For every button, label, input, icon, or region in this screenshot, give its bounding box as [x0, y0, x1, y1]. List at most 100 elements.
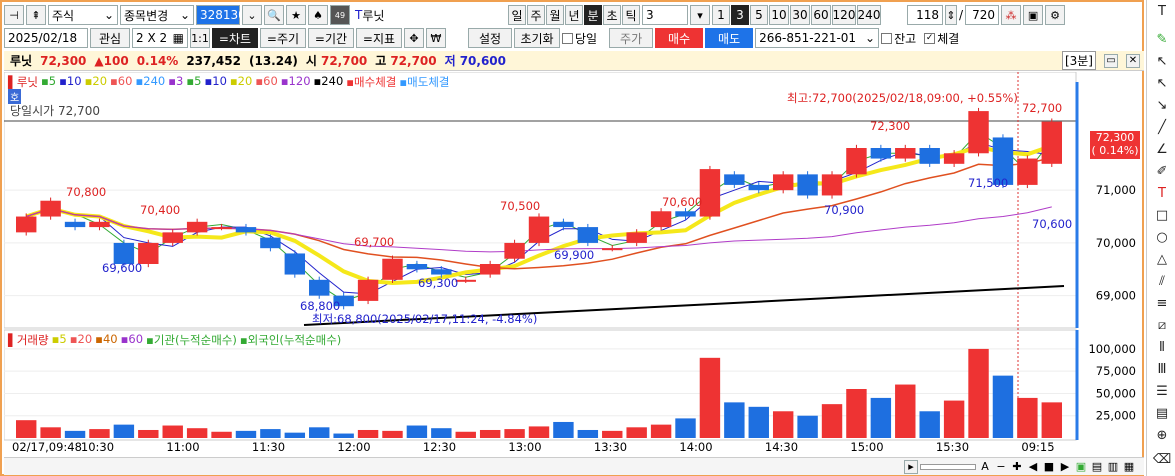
interval-1[interactable]: 1: [712, 5, 730, 25]
period-day[interactable]: 일: [508, 5, 526, 25]
price-legend-item[interactable]: ▪매수체결: [346, 75, 397, 89]
code-input[interactable]: 328130: [196, 5, 246, 25]
volume-legend-item[interactable]: ▪기관(누적순매수): [146, 333, 237, 347]
interval-120[interactable]: 120: [832, 5, 856, 25]
filled-checkbox[interactable]: ✓ 체결: [924, 30, 959, 47]
one-to-one-icon[interactable]: 1:1: [190, 28, 210, 48]
reset-button[interactable]: 초기화: [514, 28, 560, 48]
price-badge-icon[interactable]: 49: [330, 5, 350, 25]
settings-button[interactable]: 설정: [468, 28, 512, 48]
interval-60[interactable]: 60: [811, 5, 831, 25]
change-select[interactable]: 종목변경 ⌄: [120, 5, 194, 25]
horizontal-lines-icon[interactable]: ☰: [1156, 383, 1168, 399]
close-icon[interactable]: ✕: [1126, 53, 1140, 68]
save-small-icon[interactable]: ▤: [1091, 460, 1103, 473]
magnet-icon[interactable]: ⊕: [1156, 427, 1168, 443]
buy-button[interactable]: 매수: [655, 28, 704, 48]
price-legend-item[interactable]: ▪240: [313, 74, 344, 88]
price-legend-item[interactable]: ▪60: [255, 74, 278, 88]
font-a-icon[interactable]: A: [981, 460, 989, 473]
bars-icon[interactable]: Ⅲ: [1157, 361, 1167, 377]
code-dropdown-icon[interactable]: ⌄: [242, 5, 262, 25]
period-value-input[interactable]: 3: [642, 5, 688, 25]
price-legend-item[interactable]: ▪120: [280, 74, 311, 88]
period-second[interactable]: 초: [603, 5, 621, 25]
date-input[interactable]: 2025/02/18: [4, 28, 88, 48]
grid-small-icon[interactable]: ▦: [1123, 460, 1135, 473]
price-legend-item[interactable]: ▪3: [168, 74, 184, 88]
grid-icon[interactable]: ⁂: [1001, 5, 1022, 25]
angle-icon[interactable]: ∠: [1156, 141, 1168, 157]
period-month[interactable]: 월: [546, 5, 564, 25]
period-dropdown-icon[interactable]: ▾: [690, 5, 710, 25]
pencil-settings-icon[interactable]: ✎: [1156, 31, 1168, 47]
text-tool-icon[interactable]: T: [1158, 185, 1166, 201]
price-legend-item[interactable]: ▌루닛: [8, 75, 39, 89]
tab-period[interactable]: =주기: [260, 28, 306, 48]
spade-icon[interactable]: ♠: [308, 5, 328, 25]
volume-legend-item[interactable]: ▪외국인(누적순매수): [239, 333, 342, 347]
excel-icon[interactable]: ▣: [1075, 460, 1087, 473]
vertical-lines-icon[interactable]: ⦀: [1159, 339, 1165, 355]
prev-icon[interactable]: ◀: [1028, 460, 1038, 473]
delete-icon[interactable]: ⌫: [1152, 451, 1172, 467]
account-select[interactable]: 266-851-221-01 ⌄: [755, 28, 880, 48]
market-select[interactable]: 주식 ⌄: [48, 5, 118, 25]
star-icon[interactable]: ★: [286, 5, 306, 25]
chart-area[interactable]: 70,800 70,400 69,600 69,700 68,800 69,300 70,5…: [4, 72, 1144, 476]
watch-button[interactable]: 관심: [90, 28, 130, 48]
volume-legend-item[interactable]: ▪5: [51, 332, 67, 346]
price-button[interactable]: 주가: [609, 28, 654, 48]
cursor-icon[interactable]: ↖: [1156, 75, 1168, 91]
price-legend-item[interactable]: ▪240: [135, 74, 166, 88]
price-legend-item[interactable]: ▪매도체결: [399, 75, 450, 89]
layout-select[interactable]: 2 X 2 ▦: [132, 28, 188, 48]
zoom-in-icon[interactable]: ✚: [1012, 460, 1022, 473]
price-legend-item[interactable]: ▪20: [229, 74, 253, 88]
interval-240[interactable]: 240: [857, 5, 881, 25]
volume-legend-item[interactable]: ▪20: [69, 332, 93, 346]
volume-legend-item[interactable]: ▪40: [95, 332, 118, 346]
pen-icon[interactable]: ✐: [1156, 163, 1168, 179]
gear-icon[interactable]: ⚙: [1045, 5, 1066, 25]
period-year[interactable]: 년: [565, 5, 583, 25]
save-icon[interactable]: ▣: [1023, 5, 1044, 25]
tab-range[interactable]: =기간: [308, 28, 354, 48]
gann-icon[interactable]: ⧄: [1157, 317, 1167, 333]
price-legend-item[interactable]: ▪60: [110, 74, 133, 88]
zoom-out-icon[interactable]: −: [996, 460, 1006, 473]
period-minute[interactable]: 분: [584, 5, 602, 25]
interval-30[interactable]: 30: [790, 5, 810, 25]
scroll-right-icon[interactable]: ▸: [904, 459, 918, 474]
arrow-up-icon[interactable]: ⇞: [26, 5, 46, 25]
sell-button[interactable]: 매도: [705, 28, 754, 48]
price-legend-item[interactable]: ▪10: [204, 74, 227, 88]
tab-indicator[interactable]: =지표: [356, 28, 402, 48]
period-tick[interactable]: 틱: [622, 5, 640, 25]
tab-chart[interactable]: =차트: [212, 28, 258, 48]
balance-checkbox[interactable]: 잔고: [881, 30, 916, 47]
text-cursor-icon[interactable]: T: [1158, 3, 1166, 19]
next-icon[interactable]: ▶: [1060, 460, 1070, 473]
price-legend-item[interactable]: ▪10: [59, 74, 82, 88]
crosshair-icon[interactable]: ✥: [404, 28, 424, 48]
count-input[interactable]: 118: [907, 5, 943, 25]
pin-icon[interactable]: ⊣: [4, 5, 24, 25]
search-icon[interactable]: 🔍: [264, 5, 284, 25]
fibonacci-icon[interactable]: ≡: [1156, 295, 1168, 311]
interval-5[interactable]: 5: [750, 5, 768, 25]
triangle-icon[interactable]: △: [1157, 251, 1167, 267]
interval-10[interactable]: 10: [769, 5, 789, 25]
price-legend-item[interactable]: ▪5: [41, 74, 57, 88]
print-icon[interactable]: ▥: [1107, 460, 1119, 473]
volume-legend-item[interactable]: ▪60: [120, 332, 144, 346]
interval-3[interactable]: 3: [731, 5, 749, 25]
pattern-icon[interactable]: ▤: [1155, 405, 1169, 421]
pointer-icon[interactable]: ↖: [1156, 53, 1168, 69]
parallel-lines-icon[interactable]: ⫽: [1159, 273, 1165, 289]
count-spinner-icon[interactable]: ⇕: [945, 5, 957, 25]
circle-icon[interactable]: ○: [1156, 229, 1168, 245]
today-checkbox[interactable]: 당일: [562, 30, 597, 47]
zoom-slider[interactable]: [920, 463, 976, 470]
stop-icon[interactable]: ■: [1043, 460, 1055, 473]
